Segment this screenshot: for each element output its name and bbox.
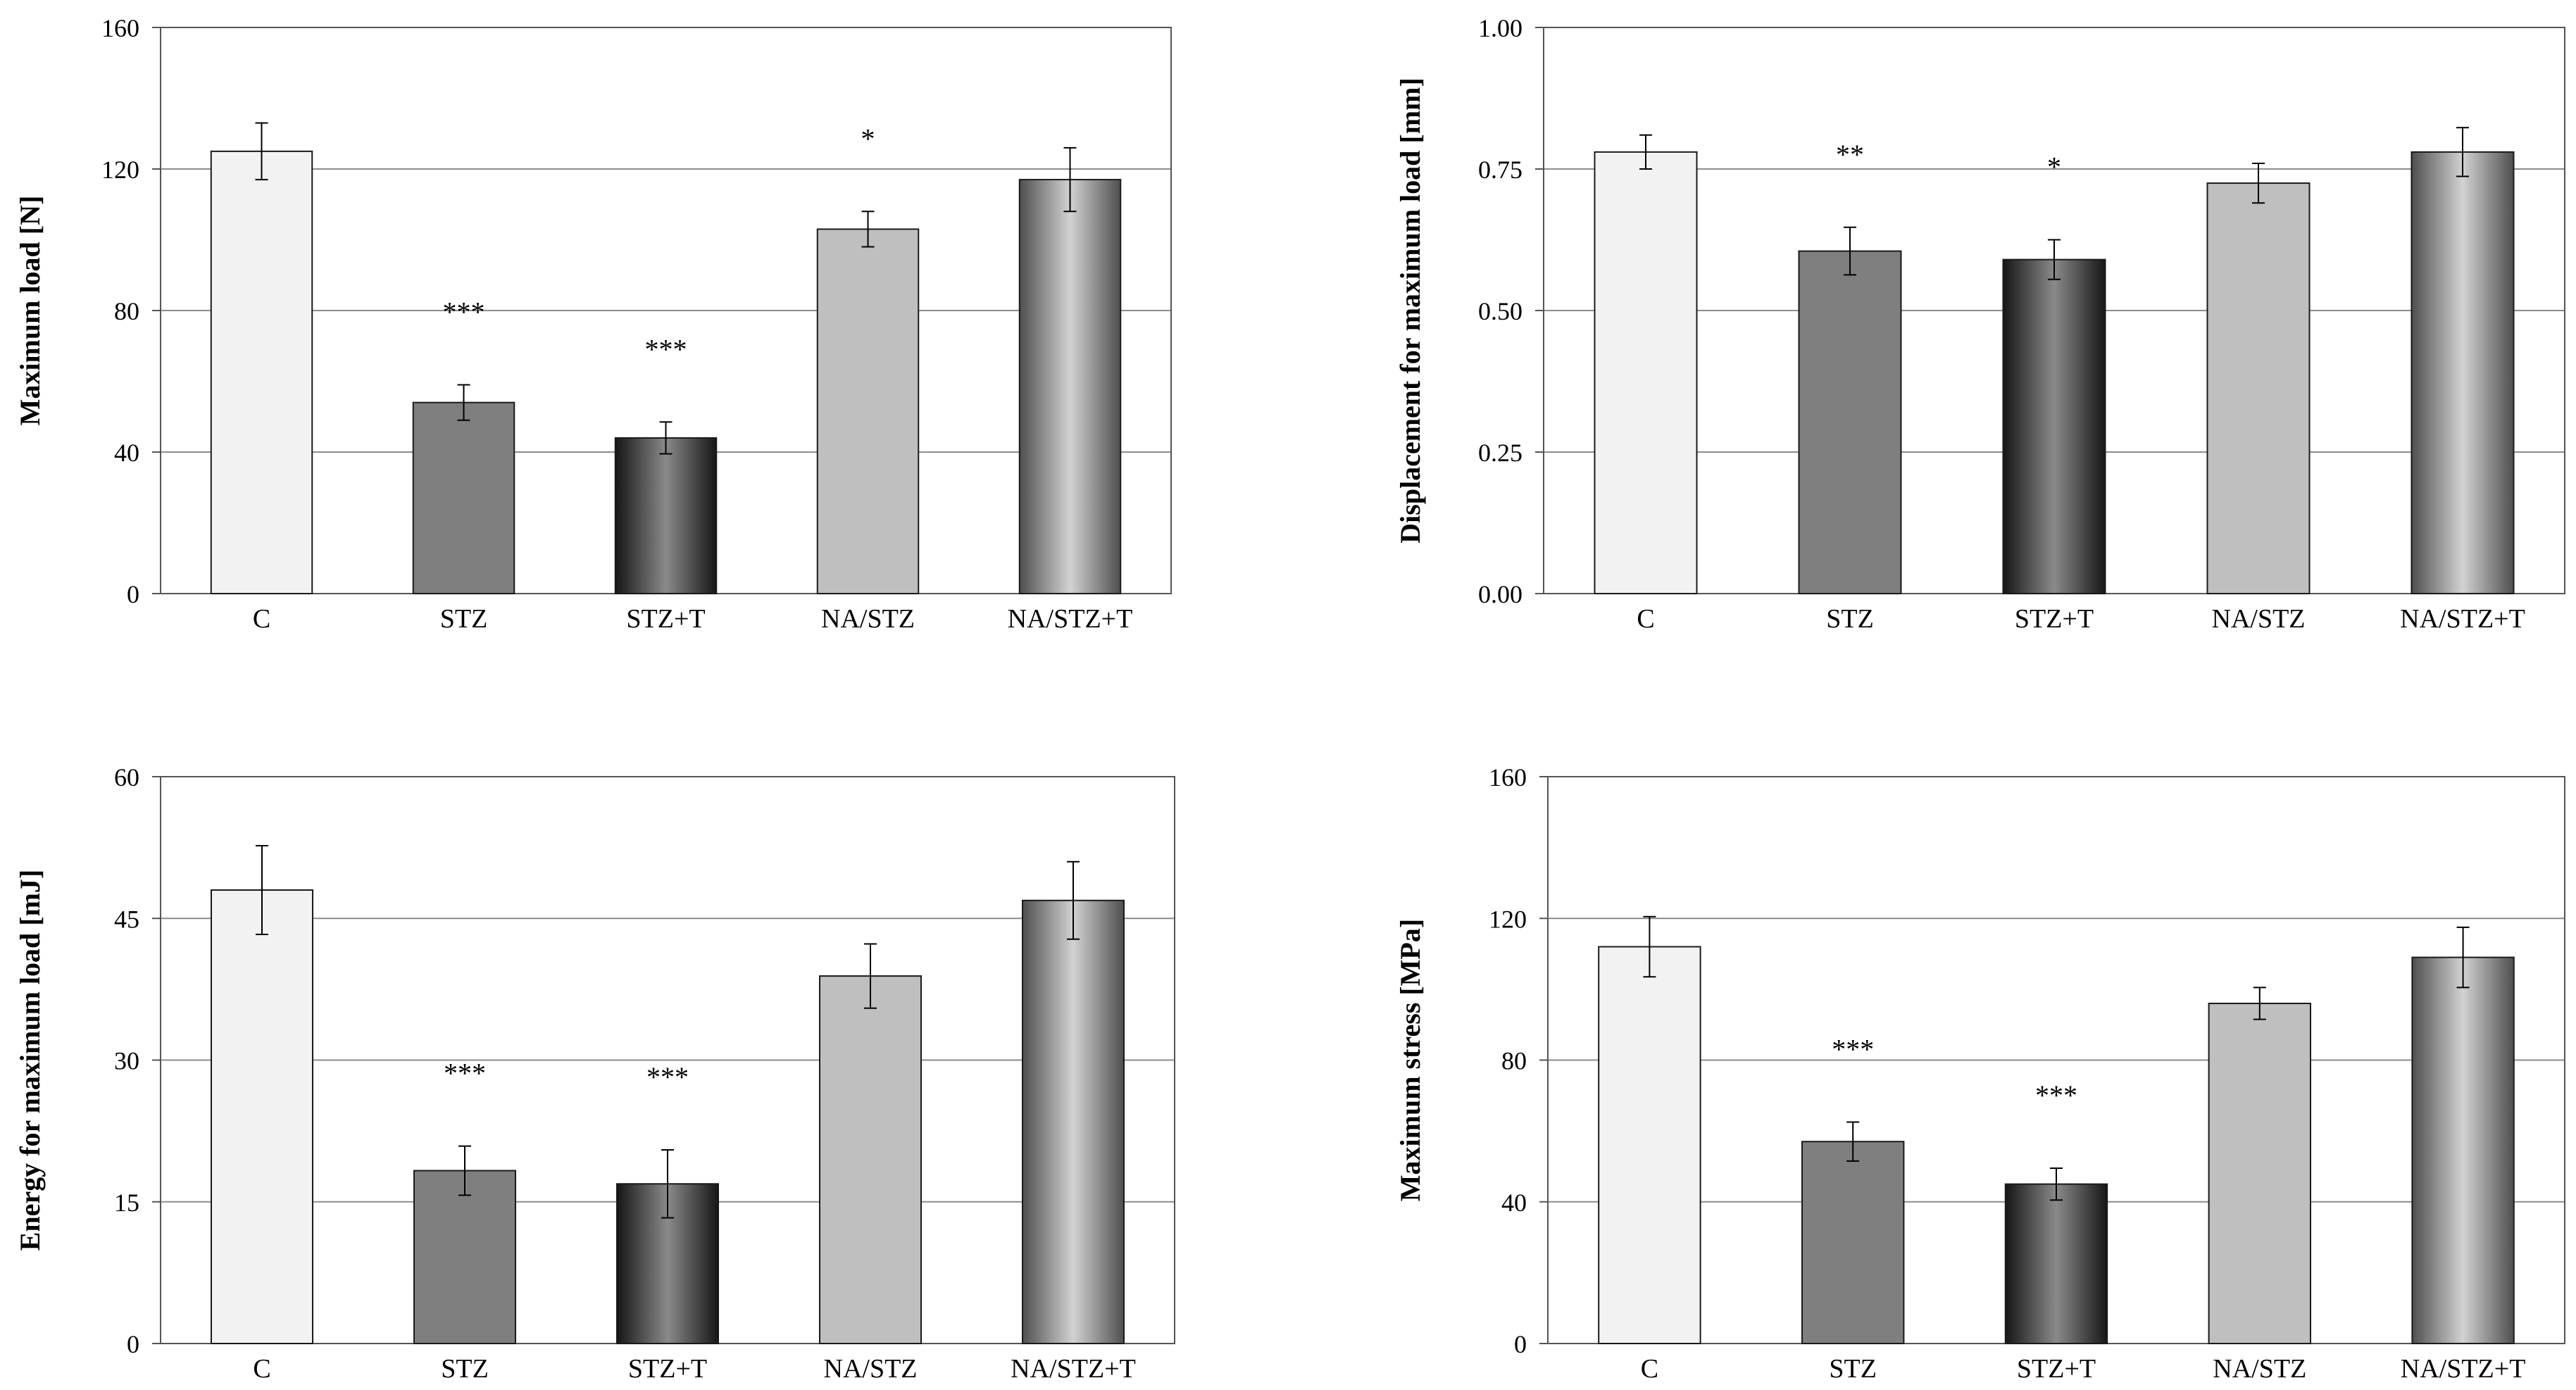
y-axis-title: Maximum stress [MPa] [1394,919,1426,1201]
bar-stz-t [2004,1183,2108,1344]
bar-stz-t [2002,258,2106,594]
y-tick-label: 0.25 [1478,439,1523,467]
bar-na-stz-t [1022,899,1125,1344]
y-tick-label: 120 [101,156,139,184]
bar-stz [1801,1141,1905,1344]
significance-marker: *** [2035,1079,2077,1111]
y-tick-label: 80 [1501,1047,1527,1075]
x-tick-label: STZ [440,604,488,634]
x-tick-label: NA/STZ+T [2401,1354,2526,1384]
y-tick-label: 160 [101,14,139,42]
y-tick-label: 1.00 [1478,14,1523,42]
y-tick-label: 160 [1489,763,1527,791]
y-tick-label: 120 [1489,905,1527,933]
y-tick-label: 15 [114,1189,139,1217]
y-axis-title: Maximum load [N] [14,196,46,426]
x-tick-label: NA/STZ+T [2400,604,2525,634]
x-tick-label: C [253,604,270,634]
significance-marker: ** [1836,139,1864,170]
bar-c [210,150,313,594]
bar-stz-t [614,437,718,595]
x-tick-label: STZ+T [628,1354,707,1384]
x-tick-label: STZ [1826,604,1874,634]
significance-marker: *** [443,296,485,328]
x-tick-label: NA/STZ [824,1354,918,1384]
x-tick-label: NA/STZ [2213,1354,2306,1384]
significance-marker: *** [646,1061,689,1093]
x-tick-label: C [1641,1354,1658,1384]
x-tick-label: STZ+T [626,604,705,634]
x-tick-label: STZ+T [2015,604,2094,634]
significance-marker: *** [1832,1034,1874,1065]
y-tick-label: 0 [1514,1330,1527,1358]
significance-marker: *** [645,333,687,365]
bar-stz [412,401,515,595]
bar-stz [1798,250,1902,594]
x-tick-label: NA/STZ [821,604,915,634]
bar-na-stz [2208,1003,2312,1344]
x-tick-label: C [1637,604,1654,634]
significance-marker: * [861,123,875,154]
y-tick-label: 0 [127,1330,139,1358]
bar-c [211,889,313,1344]
bar-stz [413,1170,516,1344]
y-tick-label: 0 [127,580,139,608]
significance-marker: *** [444,1058,486,1089]
bar-c [1594,151,1698,594]
y-tick-label: 30 [114,1047,139,1075]
y-tick-label: 40 [114,439,139,467]
y-axis-title: Energy for maximum load [mJ] [14,870,46,1251]
bar-na-stz-t [2411,151,2515,594]
chart-top-left: 0 40 80 120 160 Maximum load [N] C *** STZ *** STZ… [14,14,1172,634]
chart-bottom-right: 0 40 80 120 160 Maximum stress [MPa] C *** STZ **… [1394,763,2565,1384]
bar-na-stz [816,228,920,594]
y-tick-label: 40 [1501,1189,1527,1217]
chart-top-right: 0.00 0.25 0.50 0.75 1.00 Displacement for max… [1394,14,2565,634]
x-tick-label: STZ [441,1354,489,1384]
x-tick-label: STZ+T [2017,1354,2096,1384]
x-tick-label: C [253,1354,270,1384]
bar-na-stz [819,975,922,1344]
y-tick-label: 0.00 [1478,580,1523,608]
bar-c [1598,946,1701,1344]
chart-bottom-left: 0 15 30 45 60 Energy for maximum load [mJ] C **… [14,763,1175,1384]
bar-na-stz [2206,182,2311,595]
y-tick-label: 60 [114,763,139,791]
y-tick-label: 0.50 [1478,297,1523,325]
x-tick-label: STZ [1829,1354,1877,1384]
x-tick-label: NA/STZ+T [1008,604,1133,634]
y-tick-label: 80 [114,297,139,325]
y-axis-title: Displacement for maximum load [mm] [1394,77,1426,543]
significance-marker: * [2047,151,2061,183]
bar-na-stz-t [2411,956,2515,1344]
x-tick-label: NA/STZ [2212,604,2306,634]
x-tick-label: NA/STZ+T [1011,1354,1136,1384]
bar-na-stz-t [1018,179,1122,594]
y-tick-label: 0.75 [1478,156,1523,184]
y-tick-label: 45 [114,905,139,933]
